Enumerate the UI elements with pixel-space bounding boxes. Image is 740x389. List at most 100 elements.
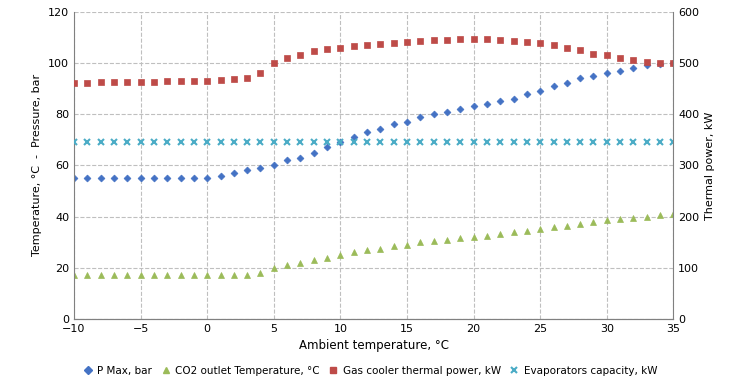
Evaporators capacity, kW — [469, 140, 478, 145]
Evaporators capacity, kW — [309, 140, 318, 145]
Line: Gas cooler thermal power, kW: Gas cooler thermal power, kW — [71, 36, 676, 86]
Gas cooler thermal power, kW — [376, 42, 385, 46]
P Max, bar — [203, 176, 212, 180]
P Max, bar — [216, 173, 225, 178]
Evaporators capacity, kW — [482, 140, 491, 145]
CO2 outlet Temperature, °C — [216, 273, 225, 278]
CO2 outlet Temperature, °C — [336, 252, 345, 257]
Gas cooler thermal power, kW — [616, 56, 625, 60]
Evaporators capacity, kW — [376, 140, 385, 145]
Evaporators capacity, kW — [389, 140, 398, 145]
Gas cooler thermal power, kW — [136, 79, 145, 84]
Evaporators capacity, kW — [110, 140, 118, 145]
Evaporators capacity, kW — [576, 140, 585, 145]
P Max, bar — [376, 127, 385, 132]
P Max, bar — [403, 119, 411, 124]
Line: CO2 outlet Temperature, °C: CO2 outlet Temperature, °C — [70, 210, 677, 279]
P Max, bar — [602, 71, 611, 75]
CO2 outlet Temperature, °C — [363, 247, 371, 252]
P Max, bar — [642, 63, 651, 68]
Gas cooler thermal power, kW — [96, 80, 105, 85]
CO2 outlet Temperature, °C — [669, 212, 678, 216]
P Max, bar — [562, 81, 571, 86]
P Max, bar — [110, 176, 118, 180]
P Max, bar — [589, 74, 598, 78]
P Max, bar — [482, 102, 491, 106]
Gas cooler thermal power, kW — [536, 41, 545, 46]
Gas cooler thermal power, kW — [496, 37, 505, 42]
Gas cooler thermal power, kW — [229, 77, 238, 82]
Gas cooler thermal power, kW — [349, 44, 358, 48]
Evaporators capacity, kW — [96, 140, 105, 145]
CO2 outlet Temperature, °C — [110, 273, 118, 278]
Evaporators capacity, kW — [416, 140, 425, 145]
Gas cooler thermal power, kW — [110, 80, 118, 85]
P Max, bar — [429, 112, 438, 116]
CO2 outlet Temperature, °C — [522, 228, 531, 233]
Evaporators capacity, kW — [616, 140, 625, 145]
CO2 outlet Temperature, °C — [469, 235, 478, 239]
CO2 outlet Temperature, °C — [136, 273, 145, 278]
CO2 outlet Temperature, °C — [323, 255, 332, 260]
Gas cooler thermal power, kW — [283, 56, 292, 60]
Evaporators capacity, kW — [203, 140, 212, 145]
Evaporators capacity, kW — [642, 140, 651, 145]
Gas cooler thermal power, kW — [589, 51, 598, 56]
Gas cooler thermal power, kW — [429, 38, 438, 43]
Gas cooler thermal power, kW — [189, 79, 198, 84]
CO2 outlet Temperature, °C — [176, 273, 185, 278]
Gas cooler thermal power, kW — [123, 79, 132, 84]
Gas cooler thermal power, kW — [576, 48, 585, 53]
P Max, bar — [549, 84, 558, 88]
P Max, bar — [70, 176, 78, 180]
Gas cooler thermal power, kW — [363, 43, 371, 47]
P Max, bar — [149, 176, 158, 180]
P Max, bar — [123, 176, 132, 180]
CO2 outlet Temperature, °C — [496, 232, 505, 237]
Evaporators capacity, kW — [163, 140, 172, 145]
Evaporators capacity, kW — [243, 140, 252, 145]
P Max, bar — [629, 66, 638, 70]
Evaporators capacity, kW — [509, 140, 518, 145]
Evaporators capacity, kW — [496, 140, 505, 145]
CO2 outlet Temperature, °C — [629, 216, 638, 220]
Evaporators capacity, kW — [323, 140, 332, 145]
Evaporators capacity, kW — [123, 140, 132, 145]
CO2 outlet Temperature, °C — [443, 237, 451, 242]
P Max, bar — [176, 176, 185, 180]
Evaporators capacity, kW — [549, 140, 558, 145]
P Max, bar — [229, 171, 238, 175]
CO2 outlet Temperature, °C — [456, 236, 465, 241]
Evaporators capacity, kW — [602, 140, 611, 145]
Evaporators capacity, kW — [522, 140, 531, 145]
Gas cooler thermal power, kW — [656, 61, 665, 65]
P Max, bar — [243, 168, 252, 173]
CO2 outlet Temperature, °C — [429, 238, 438, 243]
Gas cooler thermal power, kW — [149, 79, 158, 84]
Y-axis label: Thermal power, kW: Thermal power, kW — [705, 111, 715, 219]
Evaporators capacity, kW — [296, 140, 305, 145]
CO2 outlet Temperature, °C — [482, 233, 491, 238]
Evaporators capacity, kW — [149, 140, 158, 145]
P Max, bar — [416, 114, 425, 119]
CO2 outlet Temperature, °C — [656, 213, 665, 217]
Line: P Max, bar: P Max, bar — [72, 60, 676, 180]
Gas cooler thermal power, kW — [443, 37, 451, 42]
CO2 outlet Temperature, °C — [589, 219, 598, 224]
Gas cooler thermal power, kW — [669, 61, 678, 66]
Gas cooler thermal power, kW — [509, 39, 518, 43]
CO2 outlet Temperature, °C — [309, 258, 318, 263]
P Max, bar — [656, 62, 665, 67]
Gas cooler thermal power, kW — [216, 78, 225, 82]
Evaporators capacity, kW — [536, 140, 545, 145]
Line: Evaporators capacity, kW: Evaporators capacity, kW — [70, 139, 677, 146]
P Max, bar — [389, 122, 398, 127]
CO2 outlet Temperature, °C — [576, 222, 585, 226]
P Max, bar — [256, 166, 265, 170]
Gas cooler thermal power, kW — [629, 58, 638, 63]
P Max, bar — [536, 89, 545, 93]
Y-axis label: Temperature, °C  -  Pressure, bar: Temperature, °C - Pressure, bar — [33, 74, 42, 256]
Gas cooler thermal power, kW — [602, 53, 611, 58]
P Max, bar — [136, 176, 145, 180]
Gas cooler thermal power, kW — [163, 79, 172, 84]
